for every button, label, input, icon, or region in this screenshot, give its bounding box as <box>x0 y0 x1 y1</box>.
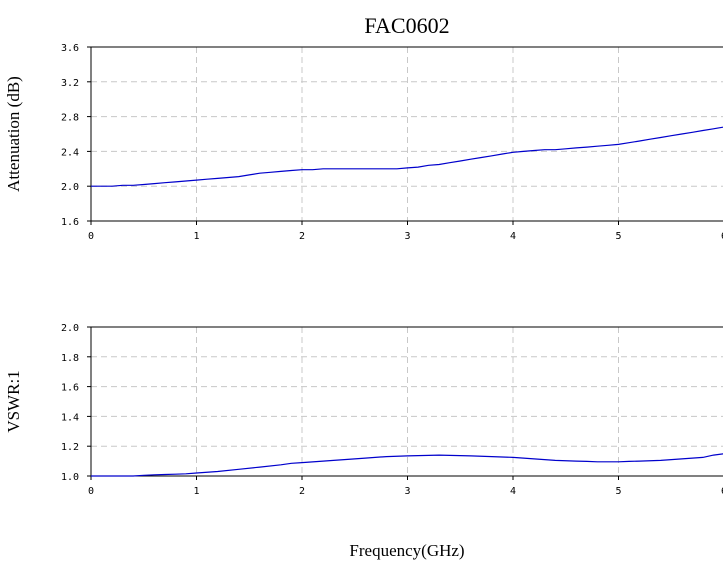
x-tick-label: 1 <box>194 231 200 242</box>
x-tick-label: 1 <box>194 486 200 497</box>
chart-title: FAC0602 <box>364 13 449 38</box>
y-tick-label: 1.6 <box>61 217 79 228</box>
x-tick-label: 5 <box>616 231 622 242</box>
x-tick-label: 6 <box>721 231 723 242</box>
x-tick-label: 2 <box>299 231 305 242</box>
y-tick-label: 3.2 <box>61 78 79 89</box>
x-tick-label: 5 <box>616 486 622 497</box>
y-tick-label: 1.6 <box>61 383 79 394</box>
x-tick-label: 0 <box>88 231 94 242</box>
y-tick-label: 2.8 <box>61 113 79 124</box>
y-tick-label: 1.0 <box>61 472 79 483</box>
y-tick-label: 1.4 <box>61 412 79 423</box>
y-tick-label: 2.0 <box>61 182 79 193</box>
attenuation-plot: 1.6 2.0 2.4 2.8 3.2 3.6 0 1 2 3 4 5 6 Attenuation (dB… <box>4 43 723 242</box>
y-axis-title: VSWR:1 <box>4 370 23 432</box>
x-tick-label: 3 <box>405 486 411 497</box>
x-tick-label: 0 <box>88 486 94 497</box>
y-tick-label: 2.4 <box>61 147 79 158</box>
attenuation-series-line <box>91 126 723 187</box>
x-tick-label: 4 <box>510 231 516 242</box>
x-axis-title: Frequency(GHz) <box>349 541 464 560</box>
y-tick-label: 3.6 <box>61 43 79 54</box>
y-axis-title: Attenuation (dB) <box>4 76 23 192</box>
x-tick-label: 2 <box>299 486 305 497</box>
vswr-plot: 1.0 1.2 1.4 1.6 1.8 2.0 0 1 2 3 4 5 6 VSWR:1 Frequency… <box>4 323 723 560</box>
x-tick-label: 3 <box>405 231 411 242</box>
y-tick-label: 1.8 <box>61 353 79 364</box>
y-tick-label: 2.0 <box>61 323 79 334</box>
x-tick-label: 4 <box>510 486 516 497</box>
vswr-series-line <box>91 453 723 477</box>
y-tick-label: 1.2 <box>61 442 79 453</box>
x-tick-label: 6 <box>721 486 723 497</box>
